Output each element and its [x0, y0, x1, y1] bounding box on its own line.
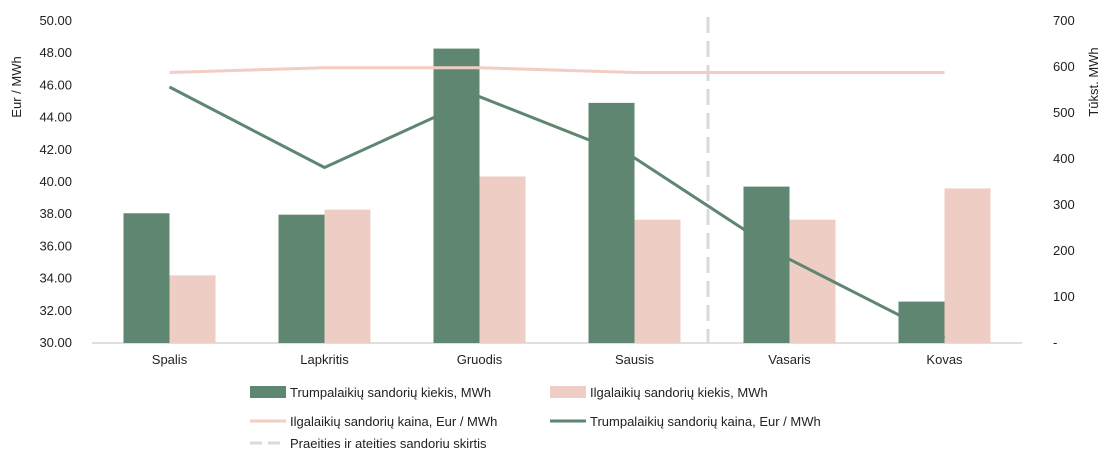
legend-label: Ilgalaikių sandorių kaina, Eur / MWh	[290, 414, 497, 429]
legend-label: Praeities ir ateities sandorių skirtis	[290, 436, 487, 448]
y-left-tick-label: 50.00	[39, 13, 72, 28]
y-left-tick-label: 48.00	[39, 45, 72, 60]
x-category-label: Gruodis	[457, 352, 503, 367]
legend-label: Trumpalaikių sandorių kiekis, MWh	[290, 385, 491, 400]
y-left-tick-label: 44.00	[39, 110, 72, 125]
legend-label: Trumpalaikių sandorių kaina, Eur / MWh	[590, 414, 821, 429]
y-left-tick-label: 40.00	[39, 174, 72, 189]
y-right-tick-label: 400	[1053, 151, 1075, 166]
y-right-tick-label: 700	[1053, 13, 1075, 28]
y-right-tick-label: -	[1053, 335, 1057, 350]
y-left-tick-label: 32.00	[39, 303, 72, 318]
bar-trumpalaikiu-kiekis	[278, 214, 325, 343]
line-ilgalaikiu-kaina	[169, 66, 945, 75]
y-right-tick-label: 300	[1053, 197, 1075, 212]
y-left-tick-label: 36.00	[39, 238, 72, 253]
y-left-tick-label: 34.00	[39, 271, 72, 286]
legend-swatch-bar	[550, 386, 586, 398]
y-right-tick-label: 200	[1053, 243, 1075, 258]
x-category-label: Lapkritis	[300, 352, 349, 367]
y-left-tick-label: 30.00	[39, 335, 72, 350]
legend-label: Ilgalaikių sandorių kiekis, MWh	[590, 385, 768, 400]
bar-ilgalaikiu-kiekis	[169, 275, 216, 343]
bar-trumpalaikiu-kiekis	[433, 48, 480, 343]
x-category-label: Sausis	[615, 352, 655, 367]
x-category-label: Kovas	[926, 352, 963, 367]
bar-ilgalaikiu-kiekis	[944, 188, 991, 343]
y-left-axis-title: Eur / MWh	[9, 56, 24, 117]
y-right-tick-label: 100	[1053, 289, 1075, 304]
y-right-tick-label: 500	[1053, 105, 1075, 120]
legend-swatch-bar	[250, 386, 286, 398]
x-category-label: Vasaris	[768, 352, 811, 367]
bar-trumpalaikiu-kiekis	[123, 213, 170, 343]
y-right-axis-title: Tūkst. MWh	[1086, 47, 1101, 116]
bar-trumpalaikiu-kiekis	[588, 102, 635, 343]
bar-trumpalaikiu-kiekis	[743, 186, 790, 343]
bar-ilgalaikiu-kiekis	[479, 176, 526, 343]
bar-ilgalaikiu-kiekis	[634, 219, 681, 343]
bar-ilgalaikiu-kiekis	[324, 209, 371, 343]
bar-trumpalaikiu-kiekis	[898, 301, 945, 343]
bar-ilgalaikiu-kiekis	[789, 219, 836, 343]
line-trumpalaikiu-kaina	[168, 85, 946, 340]
x-category-label: Spalis	[152, 352, 188, 367]
y-right-tick-label: 600	[1053, 59, 1075, 74]
y-left-tick-label: 42.00	[39, 142, 72, 157]
y-left-tick-label: 38.00	[39, 206, 72, 221]
y-left-tick-label: 46.00	[39, 77, 72, 92]
